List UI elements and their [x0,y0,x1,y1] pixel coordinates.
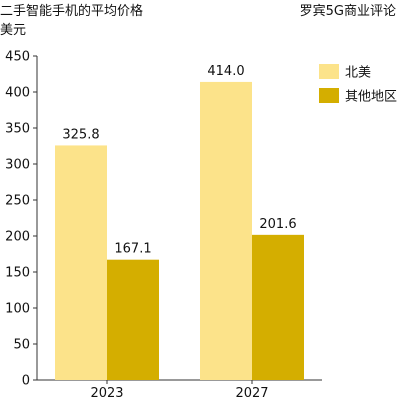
legend-swatch-北美 [319,64,339,79]
chart-title: 二手智能手机的平均价格 [0,4,144,19]
y-tick-label: 150 [5,266,30,281]
bars: 325.8 167.1 414.0 201.6 [55,64,304,381]
bar-value-label: 167.1 [114,242,151,257]
bar-value-label: 201.6 [259,217,296,232]
y-tick-label: 100 [5,302,30,317]
y-tick-label: 0 [22,374,30,389]
bar-value-label: 325.8 [62,127,99,142]
source-label: 罗宾5G商业评论 [299,4,396,19]
y-tick-label: 200 [5,230,30,245]
y-tick-label: 450 [5,50,30,65]
legend-label: 其他地区 [345,90,397,105]
y-tick-label: 350 [5,122,30,137]
bar-value-label: 414.0 [207,64,244,79]
bar-2023-其他地区 [107,259,159,380]
bar-2027-北美 [200,81,252,381]
x-tick-label: 2023 [90,386,123,400]
y-unit-label: 美元 [0,23,27,38]
y-tick-label: 50 [13,338,30,353]
y-tick-label: 250 [5,194,30,209]
y-tick-label: 400 [5,86,30,101]
bar-2027-其他地区 [252,234,304,380]
bar-2023-北美 [55,145,107,380]
y-tick-label: 300 [5,158,30,173]
legend-label: 北美 [345,66,371,81]
x-tick-label: 2027 [235,386,268,400]
legend-swatch-其他地区 [319,88,339,103]
axes: 0 50 100 150 200 250 300 350 400 450 2023 2027 [5,50,322,400]
